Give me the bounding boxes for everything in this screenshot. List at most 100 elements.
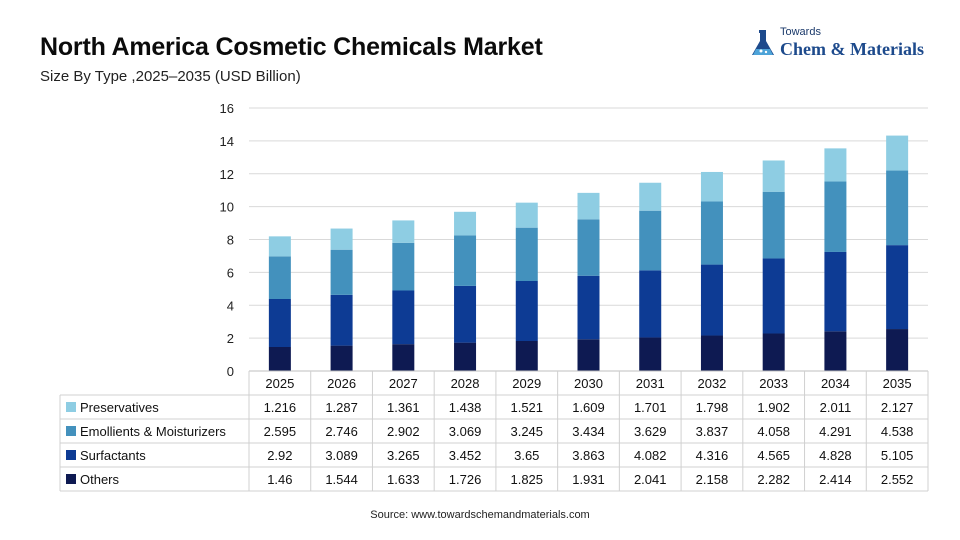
data-label: 1.521 xyxy=(510,400,543,415)
bar-segment xyxy=(762,160,785,192)
x-tick-label: 2029 xyxy=(512,376,541,391)
data-label: 3.089 xyxy=(325,448,358,463)
legend-label: Emollients & Moisturizers xyxy=(80,424,226,439)
bar-segment xyxy=(824,148,847,182)
data-label: 1.609 xyxy=(572,400,605,415)
data-label: 1.798 xyxy=(696,400,729,415)
bar-segment xyxy=(392,344,415,371)
data-label: 2.282 xyxy=(757,472,790,487)
data-label: 1.701 xyxy=(634,400,667,415)
data-label: 4.316 xyxy=(696,448,729,463)
bar-segment xyxy=(639,182,662,211)
bar-segment xyxy=(268,256,291,300)
data-label: 2.158 xyxy=(696,472,729,487)
data-label: 2.011 xyxy=(820,400,852,415)
bar-segment xyxy=(700,335,723,371)
y-tick-label: 14 xyxy=(220,134,234,149)
x-tick-label: 2028 xyxy=(451,376,480,391)
y-tick-label: 16 xyxy=(220,101,234,116)
data-label: 1.361 xyxy=(387,400,420,415)
x-tick-label: 2032 xyxy=(697,376,726,391)
data-label: 5.105 xyxy=(881,448,914,463)
data-label: 1.726 xyxy=(449,472,482,487)
data-label: 3.452 xyxy=(449,448,482,463)
bar-segment xyxy=(577,339,600,371)
data-label: 3.069 xyxy=(449,424,482,439)
data-label: 3.434 xyxy=(572,424,605,439)
bar-segment xyxy=(268,347,291,371)
y-tick-label: 12 xyxy=(220,167,234,182)
x-tick-label: 2025 xyxy=(265,376,294,391)
x-tick-label: 2034 xyxy=(821,376,850,391)
bar-segment xyxy=(824,331,847,371)
legend-swatch xyxy=(66,474,76,484)
bar-segment xyxy=(577,219,600,276)
y-tick-label: 4 xyxy=(227,298,234,313)
data-label: 2.552 xyxy=(881,472,914,487)
data-label: 2.127 xyxy=(881,400,914,415)
flask-icon xyxy=(752,30,774,55)
data-label: 4.538 xyxy=(881,424,914,439)
bar-segment xyxy=(392,220,415,243)
chart-subtitle: Size By Type ,2025–2035 (USD Billion) xyxy=(40,68,301,85)
data-label: 1.902 xyxy=(757,400,790,415)
bar-segment xyxy=(454,285,477,343)
bar-segment xyxy=(886,329,909,371)
data-label: 2.595 xyxy=(264,424,297,439)
data-label: 1.825 xyxy=(510,472,543,487)
data-label: 3.265 xyxy=(387,448,420,463)
data-label: 3.65 xyxy=(514,448,539,463)
bar-segment xyxy=(454,342,477,371)
x-tick-label: 2027 xyxy=(389,376,418,391)
bar-segment xyxy=(515,341,538,371)
bar-segment xyxy=(639,270,662,338)
y-axis-ticks: 0 2 4 6 8 10 12 14 16 xyxy=(220,101,234,379)
x-tick-label: 2031 xyxy=(636,376,665,391)
x-tick-label: 2033 xyxy=(759,376,788,391)
data-label: 1.931 xyxy=(572,472,605,487)
data-label: 1.46 xyxy=(267,472,292,487)
x-tick-label: 2026 xyxy=(327,376,356,391)
brand-logo: Towards Chem & Materials xyxy=(750,26,940,66)
data-table: 2025 2026 2027 2028 2029 2030 2031 2032 2033 2034… xyxy=(59,370,929,492)
data-label: 2.414 xyxy=(819,472,852,487)
legend-swatch xyxy=(66,426,76,436)
x-tick-label: 2035 xyxy=(883,376,912,391)
bar-segment xyxy=(392,290,415,345)
bar-segment xyxy=(762,258,785,334)
bar-segment xyxy=(700,264,723,336)
bar-segment xyxy=(268,236,291,257)
y-tick-label: 8 xyxy=(227,233,234,248)
bar-segment xyxy=(700,201,723,265)
legend-label: Preservatives xyxy=(80,400,159,415)
legend-swatch xyxy=(66,402,76,412)
bar-segment xyxy=(330,228,353,250)
legend-label: Others xyxy=(80,472,120,487)
bar-segment xyxy=(639,337,662,371)
x-tick-label: 2030 xyxy=(574,376,603,391)
data-label: 3.863 xyxy=(572,448,605,463)
y-tick-label: 2 xyxy=(227,331,234,346)
y-tick-label: 0 xyxy=(227,364,234,379)
bar-segment xyxy=(700,171,723,202)
data-label: 3.629 xyxy=(634,424,667,439)
bar-segment xyxy=(577,275,600,340)
data-label: 1.287 xyxy=(325,400,358,415)
bar-segment xyxy=(392,242,415,291)
data-label: 2.746 xyxy=(325,424,358,439)
bar-segment xyxy=(330,249,353,295)
bar-segment xyxy=(515,227,538,282)
legend-swatch xyxy=(66,450,76,460)
data-label: 3.837 xyxy=(696,424,729,439)
chart-title: North America Cosmetic Chemicals Market xyxy=(40,33,543,61)
data-label: 1.633 xyxy=(387,472,420,487)
bars xyxy=(268,135,909,371)
y-tick-label: 10 xyxy=(220,200,234,215)
bar-segment xyxy=(762,191,785,259)
bar-segment xyxy=(886,245,909,330)
bar-segment xyxy=(454,211,477,236)
data-label: 1.216 xyxy=(264,400,297,415)
bar-segment xyxy=(330,345,353,371)
bar-segment xyxy=(824,251,847,332)
